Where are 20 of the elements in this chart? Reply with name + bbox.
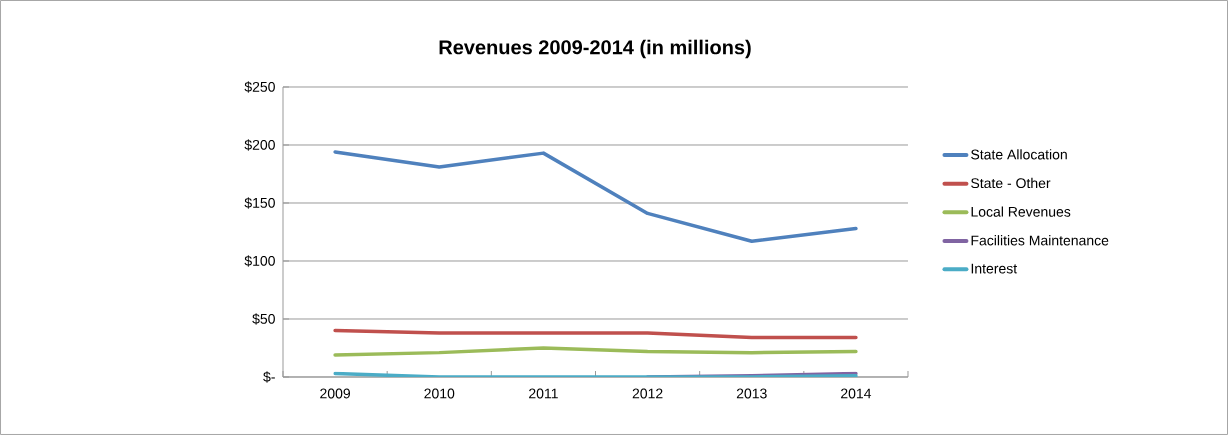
- y-tick-label: $-: [263, 371, 275, 383]
- y-tick-label: $250: [244, 81, 275, 93]
- x-tick-label: 2009: [320, 388, 350, 399]
- x-tick-label: 2011: [529, 388, 558, 399]
- x-tick-label: 2013: [736, 388, 767, 399]
- legend-label: State Allocation: [971, 149, 1067, 160]
- x-tick-label: 2014: [841, 388, 872, 399]
- x-tick-label: 2010: [424, 388, 455, 399]
- y-tick-label: $50: [252, 313, 275, 325]
- line-series: [333, 346, 858, 357]
- legend-label: Facilities Maintenance: [971, 235, 1109, 246]
- legend-label: Local Revenues: [971, 206, 1071, 217]
- y-tick-label: $150: [244, 197, 275, 209]
- line-series: [333, 150, 858, 244]
- x-tick-label: 2012: [632, 388, 663, 399]
- legend-label: Interest: [971, 263, 1018, 274]
- chart-title: Revenues 2009-2014 (in millions): [439, 39, 751, 59]
- legend-label: State - Other: [971, 177, 1051, 189]
- y-tick-label: $100: [244, 255, 275, 267]
- y-tick-label: $200: [244, 139, 275, 151]
